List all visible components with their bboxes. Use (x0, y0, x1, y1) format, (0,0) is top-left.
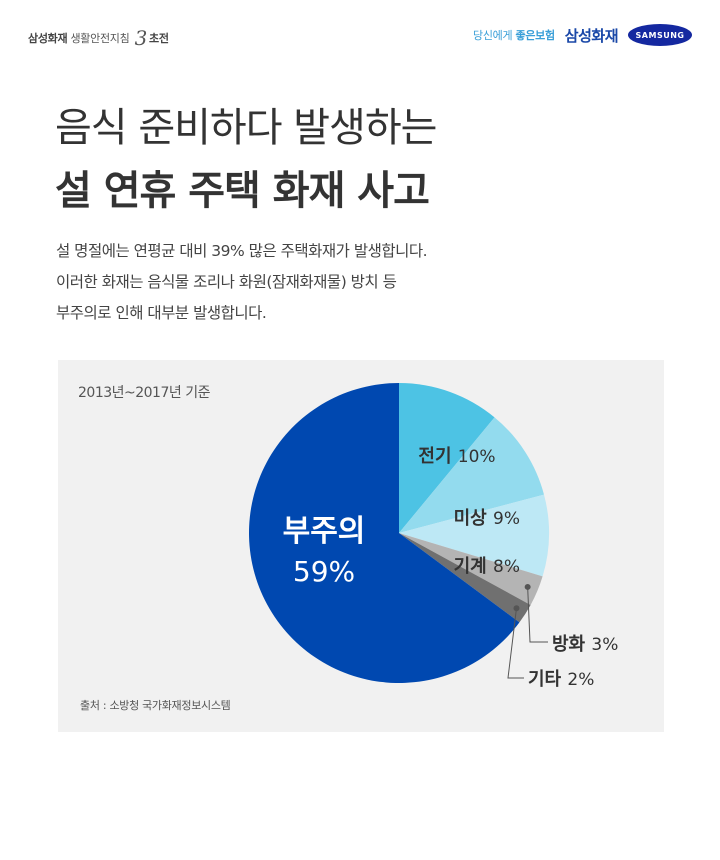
chart-source: 출처 : 소방청 국가화재정보시스템 (80, 699, 231, 712)
leader-dot-3 (524, 583, 531, 590)
slice-label-0: 전기 (418, 446, 457, 467)
brand-name: 삼성화재 (564, 26, 619, 45)
slice-value-2: 8% (493, 557, 520, 577)
leader-line-3 (527, 586, 548, 643)
slice-text-3: 방화 3% (552, 634, 618, 655)
samsung-logo: SAMSUNG (628, 24, 692, 46)
slice-label-5: 부주의 (283, 514, 366, 549)
slice-label-4: 기타 (528, 669, 567, 690)
description-line-2: 이러한 화재는 음식물 조리나 화원(잠재화재물) 방치 등 (56, 273, 397, 291)
pie-slice-5 (249, 383, 520, 683)
slice-text-0: 전기 10% (418, 446, 495, 467)
slice-label-3: 방화 (552, 634, 591, 655)
slice-label-1: 미상 (454, 508, 493, 529)
description: 설 명절에는 연평균 대비 39% 많은 주택화재가 발생합니다. 이러한 화재… (56, 236, 428, 329)
series-label: 생활안전지침 (70, 32, 130, 45)
slice-value-3: 3% (591, 635, 618, 655)
pie-slice-0 (399, 383, 495, 533)
leader-line-4 (507, 608, 524, 679)
chart-panel: 2013년~2017년 기준 전기 10% 미상 9% 기계 8% 방화 3% 기타 2… (58, 360, 664, 732)
slice-value-1: 9% (493, 509, 520, 529)
tagline-plain: 당신에게 (473, 29, 513, 42)
series-suffix: 초전 (149, 32, 169, 45)
series-brand: 삼성화재 생활안전지침 3 초전 (28, 26, 169, 50)
title-line-1: 음식 준비하다 발생하는 (55, 105, 437, 151)
pie-slice-3 (399, 533, 543, 605)
slice-value-0: 10% (458, 447, 496, 467)
chart-period: 2013년~2017년 기준 (78, 385, 210, 401)
slice-value-4: 2% (567, 670, 594, 690)
slice-text-2: 기계 8% (454, 556, 520, 577)
description-line-1: 설 명절에는 연평균 대비 39% 많은 주택화재가 발생합니다. (56, 242, 428, 260)
slice-label-2: 기계 (454, 556, 493, 577)
series-number: 3 (134, 26, 148, 50)
pie-chart: 전기 10% 미상 9% 기계 8% 방화 3% 기타 2% 부주의 59% (249, 383, 618, 690)
slice-text-1: 미상 9% (454, 508, 520, 529)
brand-block: 당신에게 좋은보험 삼성화재 SAMSUNG (473, 24, 692, 46)
title-line-2: 설 연휴 주택 화재 사고 (55, 168, 430, 214)
slice-value-5: 59% (293, 555, 355, 588)
header: 삼성화재 생활안전지침 3 초전 당신에게 좋은보험 삼성화재 SAMSUNG (0, 0, 720, 70)
tagline-strong: 좋은보험 (515, 29, 556, 42)
slice-text-4: 기타 2% (528, 669, 594, 690)
leader-dot-4 (513, 605, 520, 612)
tagline: 당신에게 좋은보험 (473, 27, 555, 43)
pie-slice-1 (399, 417, 544, 533)
description-line-3: 부주의로 인해 대부분 발생합니다. (56, 304, 267, 322)
pie-slice-2 (399, 494, 549, 577)
pie-slice-4 (399, 533, 531, 623)
series-company: 삼성화재 (28, 32, 68, 45)
